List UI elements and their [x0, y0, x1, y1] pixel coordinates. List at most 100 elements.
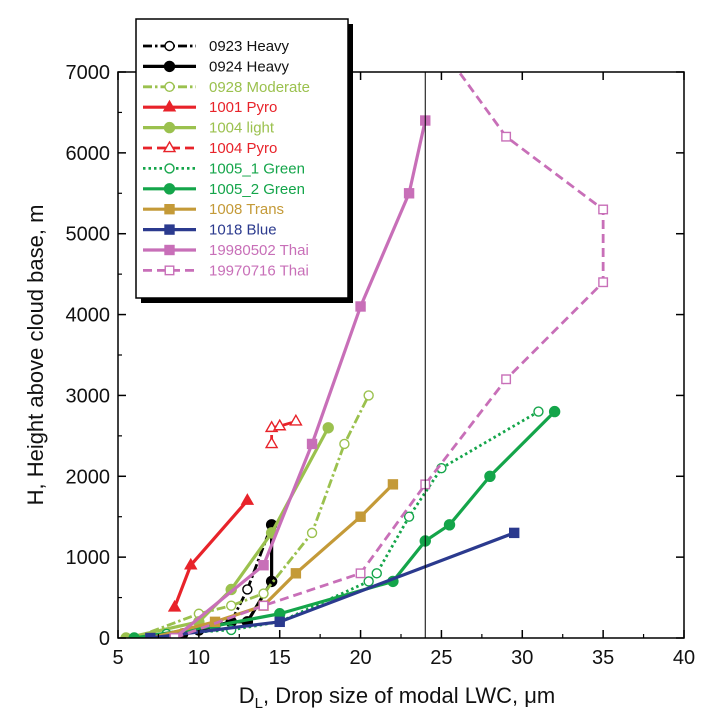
- legend-item-1018-blue: 1018 Blue: [143, 222, 277, 239]
- y-tick-label-0: 0: [99, 628, 110, 650]
- series-0928-moderate: [128, 390, 374, 638]
- data-point-1004-pyro-2: [272, 418, 287, 431]
- legend-item-1005-1-green: 1005_1 Green: [143, 160, 305, 177]
- legend-label-1008-trans: 1008 Trans: [209, 201, 284, 218]
- y-tick-label-5000: 5000: [66, 224, 111, 246]
- legend-marker-19970716-thai: [164, 265, 175, 276]
- data-point-0928-moderate-6: [363, 390, 374, 401]
- data-point-19980502-thai-1: [258, 560, 269, 571]
- legend-label-1004-pyro: 1004 Pyro: [209, 140, 277, 157]
- legend-item-0928-moderate: 0928 Moderate: [143, 79, 310, 96]
- y-tick-label-6000: 6000: [66, 143, 111, 165]
- series-line-1005-1-green: [166, 410, 540, 636]
- data-point-1005-1-green-3: [363, 576, 374, 587]
- y-tick-label-1000: 1000: [66, 547, 111, 569]
- legend-marker-0924-heavy: [163, 60, 176, 73]
- y-tick-label-4000: 4000: [66, 305, 111, 327]
- legend-item-0924-heavy: 0924 Heavy: [143, 58, 290, 75]
- x-tick-label-10: 10: [188, 647, 210, 669]
- legend-marker-1004-light: [163, 121, 176, 134]
- data-point-19980502-thai-3: [355, 301, 366, 312]
- legend-item-1008-trans: 1008 Trans: [143, 201, 284, 218]
- data-point-1001-pyro-1: [184, 557, 198, 570]
- data-point-1004-pyro-0: [264, 436, 279, 449]
- series-line-19980502-thai: [173, 120, 427, 638]
- series-line-1005-2-green: [133, 410, 556, 638]
- data-point-1018-blue-0: [145, 632, 156, 638]
- y-tick-label-7000: 7000: [66, 62, 111, 84]
- data-point-1005-1-green-4: [371, 568, 382, 579]
- data-point-19970716-thai-4: [501, 374, 512, 385]
- legend-item-0923-heavy: 0923 Heavy: [143, 38, 290, 55]
- y-tick-label-3000: 3000: [66, 385, 111, 407]
- data-point-1005-1-green-7: [533, 406, 544, 417]
- series-1004-pyro: [264, 413, 303, 449]
- data-point-0924-heavy-4: [265, 575, 278, 588]
- data-point-19970716-thai-5: [598, 277, 609, 288]
- legend-item-19970716-thai: 19970716 Thai: [143, 262, 309, 279]
- data-point-1005-1-green-5: [403, 511, 415, 522]
- data-point-19970716-thai-2: [355, 568, 366, 579]
- legend-label-1005-2-green: 1005_2 Green: [209, 181, 305, 198]
- data-point-1008-trans-4: [355, 511, 366, 522]
- data-point-1004-pyro-3: [289, 413, 303, 426]
- legend-marker-1005-2-green: [163, 183, 176, 195]
- data-point-1001-pyro-0: [167, 599, 182, 612]
- data-point-0928-moderate-5: [339, 438, 350, 450]
- data-point-1018-blue-1: [274, 616, 285, 628]
- data-point-19980502-thai-2: [306, 438, 318, 450]
- tick-label-layer: 5 10 15 20 25 30 35 40 0 1000 2000 3000 4000 5000 6000…: [66, 62, 696, 669]
- x-tick-label-35: 35: [592, 647, 614, 669]
- legend-item-1001-pyro: 1001 Pyro: [143, 99, 277, 116]
- legend-label-19970716-thai: 19970716 Thai: [209, 262, 309, 279]
- x-axis-title-subscript: L: [255, 695, 263, 712]
- data-point-1008-trans-3: [290, 568, 302, 579]
- legend-label-1018-blue: 1018 Blue: [209, 222, 277, 239]
- data-point-1005-2-green-6: [484, 470, 496, 482]
- legend-marker-1001-pyro: [162, 99, 177, 112]
- data-point-1005-2-green-0: [128, 632, 140, 638]
- x-tick-label-15: 15: [269, 647, 291, 669]
- y-tick-label-2000: 2000: [66, 466, 111, 488]
- x-tick-label-20: 20: [349, 647, 371, 669]
- legend-label-0928-moderate: 0928 Moderate: [209, 79, 310, 96]
- series-layer: [120, 72, 609, 638]
- data-point-1004-light-0: [120, 632, 132, 638]
- legend-item-1004-light: 1004 light: [143, 120, 275, 137]
- data-point-0928-moderate-3: [258, 588, 269, 599]
- data-point-19970716-thai-6: [598, 204, 609, 215]
- x-axis-title-symbol: D: [239, 683, 255, 708]
- data-point-1005-2-green-7: [548, 405, 561, 418]
- legend-label-0924-heavy: 0924 Heavy: [209, 58, 290, 75]
- y-axis-title: H, Height above cloud base, m: [23, 205, 48, 506]
- x-axis-title-text: , Drop size of modal LWC, μm: [263, 683, 555, 708]
- x-tick-label-25: 25: [430, 647, 452, 669]
- series-1001-pyro: [167, 493, 255, 612]
- data-point-1018-blue-2: [509, 527, 520, 539]
- legend-label-0923-heavy: 0923 Heavy: [209, 38, 290, 55]
- x-tick-label-40: 40: [673, 647, 695, 669]
- data-point-1004-light-4: [322, 422, 334, 434]
- data-point-19970716-thai-1: [258, 600, 269, 611]
- data-point-19980502-thai-4: [403, 188, 415, 199]
- legend-marker-0928-moderate: [164, 81, 175, 93]
- x-tick-label-30: 30: [511, 647, 533, 669]
- legend-item-19980502-thai: 19980502 Thai: [143, 242, 309, 259]
- legend-marker-1018-blue: [164, 224, 175, 235]
- series-line-1008-trans: [149, 483, 395, 638]
- x-axis-title: DL, Drop size of modal LWC, μm: [239, 683, 555, 712]
- legend-marker-1004-pyro: [162, 140, 177, 153]
- legend-label-1005-1-green: 1005_1 Green: [209, 160, 305, 177]
- legend: 0923 Heavy 0924 Heavy 0928 Moderate 1001 Py…: [135, 18, 353, 303]
- data-point-1001-pyro-2: [240, 493, 255, 505]
- legend-item-1004-pyro: 1004 Pyro: [143, 140, 277, 157]
- legend-label-1001-pyro: 1001 Pyro: [209, 99, 277, 116]
- legend-marker-0923-heavy: [164, 40, 175, 52]
- x-tick-label-5: 5: [112, 647, 123, 669]
- data-point-1005-2-green-5: [443, 519, 456, 531]
- data-point-0923-heavy-2: [242, 584, 253, 595]
- data-point-0928-moderate-4: [306, 527, 318, 539]
- data-point-19970716-thai-0: [169, 633, 180, 638]
